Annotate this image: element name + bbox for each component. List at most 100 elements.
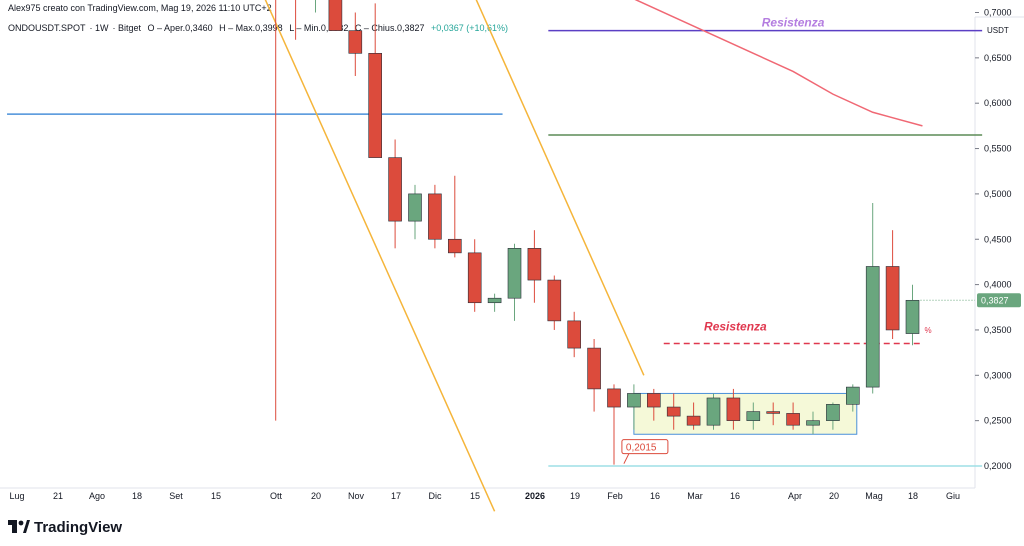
candle-body — [487, 297, 502, 304]
exchange: Bitget — [118, 23, 142, 33]
y-tick-label: 0,5500 — [984, 144, 1012, 154]
candle-body — [527, 248, 542, 281]
ohlc-change: +0,0367 (+10,61%) — [430, 23, 509, 33]
candle — [447, 175, 462, 258]
low-price-pointer — [623, 453, 630, 464]
x-tick-label: Apr — [788, 491, 802, 501]
x-tick-label: 16 — [730, 491, 740, 501]
candle-body — [786, 413, 800, 426]
candle-body — [826, 404, 840, 421]
candle-body — [547, 279, 562, 322]
candle-body — [587, 347, 601, 390]
candle — [328, 0, 343, 31]
channel-line — [475, 0, 645, 376]
low-price-label: 0,2015 — [626, 443, 657, 454]
candle — [786, 402, 800, 430]
candle-body — [706, 397, 721, 426]
candle — [627, 384, 641, 430]
x-tick-label: 16 — [650, 491, 660, 501]
candle-body — [845, 386, 860, 405]
last-price-badge — [977, 293, 1021, 308]
candle-body — [905, 299, 920, 334]
price-axis-label: USDT — [987, 26, 1009, 35]
annotation-label: % — [924, 326, 931, 335]
candle-body — [646, 393, 661, 408]
x-tick-label: Dic — [429, 491, 442, 501]
candle — [686, 402, 701, 430]
candle-body — [368, 53, 383, 158]
low-price-callout — [621, 439, 669, 455]
candle-body — [447, 238, 462, 254]
candle-body — [408, 193, 422, 222]
y-tick-label: 0,6000 — [984, 98, 1012, 108]
x-tick-label: Giu — [946, 491, 960, 501]
candle-body — [348, 30, 363, 54]
x-tick-label: 20 — [829, 491, 839, 501]
y-tick-label: 0,5000 — [984, 189, 1012, 199]
x-tick-label: 21 — [53, 491, 63, 501]
channel-line — [264, 0, 496, 512]
candle-body — [885, 266, 900, 331]
candle-body — [328, 0, 343, 31]
moving-average-line — [634, 0, 923, 127]
candle-body — [567, 320, 582, 349]
x-tick-label: Set — [169, 491, 183, 501]
candle — [726, 388, 741, 430]
candle-body — [726, 397, 741, 421]
x-tick-label: 20 — [311, 491, 321, 501]
x-tick-label: Ago — [89, 491, 105, 501]
candle — [487, 293, 502, 312]
tradingview-logo-text: TradingView — [34, 518, 123, 536]
candle — [348, 12, 363, 76]
candle-body — [428, 193, 442, 240]
tradingview-logo-icon — [8, 520, 30, 533]
candle — [806, 411, 820, 435]
x-tick-label: Mar — [687, 491, 703, 501]
candle-body — [686, 415, 701, 426]
candle — [428, 184, 442, 249]
author-line: Alex975 creato con TradingView.com, Mag … — [8, 3, 272, 13]
x-tick-label: 18 — [908, 491, 918, 501]
ohlc-low: L – Min.0,3332 — [289, 23, 349, 33]
x-tick-label: Lug — [9, 491, 24, 501]
ohlc-open: O – Aper.0,3460 — [147, 23, 213, 33]
candle — [547, 275, 562, 330]
candle-body — [806, 420, 820, 426]
price-axis — [975, 17, 1024, 488]
resistance-label: Resistenza — [762, 16, 825, 30]
candle — [905, 284, 920, 346]
tradingview-logo[interactable]: TradingView — [8, 517, 122, 537]
candle — [646, 388, 661, 421]
y-tick-label: 0,3500 — [984, 325, 1012, 335]
candle-body — [746, 411, 761, 421]
y-tick-label: 0,3000 — [984, 370, 1012, 380]
symbol-name[interactable]: ONDOUSDT.SPOT — [8, 23, 86, 33]
candle — [527, 230, 542, 303]
candle — [666, 393, 681, 430]
y-tick-label: 0,2500 — [984, 416, 1012, 426]
candle-body — [865, 266, 880, 388]
candle — [865, 202, 880, 394]
candle — [567, 311, 582, 358]
candle-body — [766, 411, 781, 414]
candle — [275, 0, 277, 421]
x-tick-label: 15 — [470, 491, 480, 501]
candle — [845, 384, 860, 412]
y-tick-label: 0,2000 — [984, 461, 1012, 471]
candle — [587, 339, 601, 412]
resistance-label: Resistenza — [704, 319, 767, 333]
y-tick-label: 0,7000 — [984, 8, 1012, 18]
x-tick-label: Nov — [348, 491, 365, 501]
x-tick-label: 15 — [211, 491, 221, 501]
interval[interactable]: 1W — [95, 23, 109, 33]
candle — [826, 402, 840, 430]
candle-body — [507, 248, 522, 299]
candle — [388, 139, 402, 249]
candle — [295, 0, 297, 40]
candle — [746, 402, 761, 430]
symbol-info: ONDOUSDT.SPOT · 1W · Bitget O – Aper.0,346… — [8, 23, 509, 33]
candle-body — [388, 157, 402, 222]
x-tick-label: 17 — [391, 491, 401, 501]
candle-body — [607, 388, 621, 408]
